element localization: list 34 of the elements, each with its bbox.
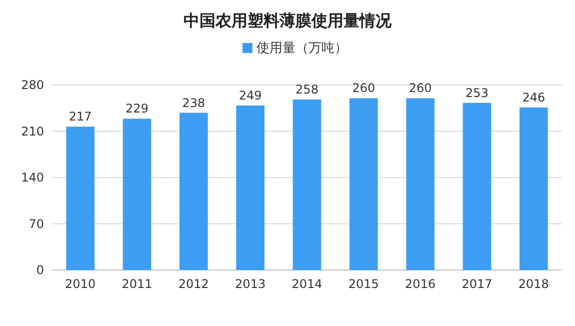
x-tick-label: 2013 xyxy=(235,277,266,291)
data-label: 229 xyxy=(126,102,148,116)
data-label: 238 xyxy=(182,96,206,110)
y-tick-label: 70 xyxy=(28,216,44,231)
data-label: 253 xyxy=(466,86,488,100)
bar xyxy=(350,98,378,270)
y-tick-label: 280 xyxy=(21,78,44,92)
bar xyxy=(406,98,434,270)
bar xyxy=(292,100,322,270)
data-label: 246 xyxy=(522,90,546,104)
y-tick-label: 0 xyxy=(36,263,44,277)
data-label: 260 xyxy=(408,81,432,96)
bar xyxy=(180,112,208,270)
x-tick-label: 2010 xyxy=(65,277,96,291)
data-label: 258 xyxy=(296,82,318,97)
x-tick-label: 2015 xyxy=(348,277,379,291)
legend-label: 使用量（万吨） xyxy=(256,41,348,56)
bar xyxy=(122,118,152,270)
chart-title: 中国农用塑料薄膜使用量情况 xyxy=(184,11,392,30)
data-label: 217 xyxy=(68,110,92,124)
x-tick-label: 2014 xyxy=(292,277,322,291)
y-tick-label: 210 xyxy=(21,124,44,138)
data-label: 260 xyxy=(352,81,376,96)
bar xyxy=(520,107,548,270)
x-tick-label: 2012 xyxy=(178,277,209,291)
x-tick-label: 2017 xyxy=(462,277,492,291)
bar xyxy=(462,102,492,270)
data-label: 249 xyxy=(238,88,262,102)
x-tick-label: 2018 xyxy=(518,277,549,291)
x-tick-label: 2011 xyxy=(122,277,152,291)
bar xyxy=(66,126,94,270)
y-tick-label: 140 xyxy=(21,170,44,184)
bar xyxy=(236,105,264,270)
x-tick-label: 2016 xyxy=(405,277,436,291)
